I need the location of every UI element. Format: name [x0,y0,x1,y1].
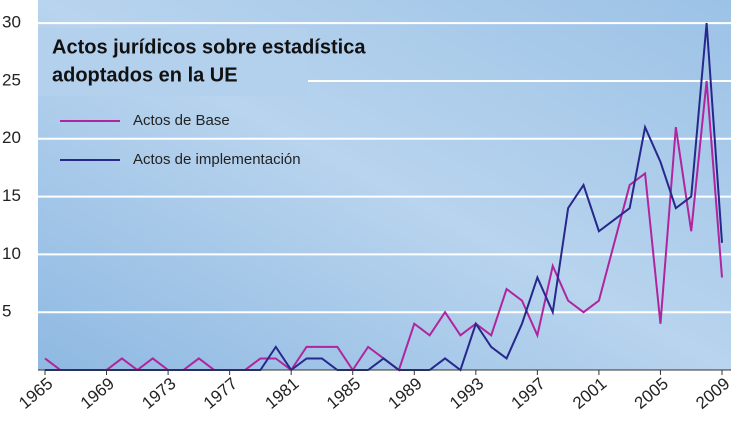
y-tick-label: 15 [2,186,21,205]
y-tick-label: 5 [2,302,11,321]
x-tick-label: 2009 [692,374,731,413]
y-tick-label: 10 [2,244,21,263]
legend-label: Actos de Base [133,112,230,129]
x-tick-label: 1989 [385,374,426,413]
chart-title: Actos jurídicos sobre estadística [52,36,366,58]
x-tick-label: 1969 [77,374,118,413]
legend-label: Actos de implementación [133,151,301,168]
x-tick-label: 1981 [261,374,302,413]
x-tick-label: 1977 [200,374,241,413]
x-tick-label: 1993 [446,374,487,413]
x-tick-label: 1965 [15,374,56,413]
x-tick-label: 1997 [508,374,549,413]
y-tick-label: 20 [2,128,21,147]
x-tick-label: 2001 [569,374,610,413]
y-tick-label: 30 [2,13,21,32]
x-tick-label: 1973 [138,374,179,413]
y-tick-label: 25 [2,70,21,89]
chart: Actos jurídicos sobre estadística adopta… [0,0,731,424]
x-tick-label: 1985 [323,374,364,413]
chart-title: adoptados en la UE [52,64,238,86]
x-tick-label: 2005 [631,374,672,413]
